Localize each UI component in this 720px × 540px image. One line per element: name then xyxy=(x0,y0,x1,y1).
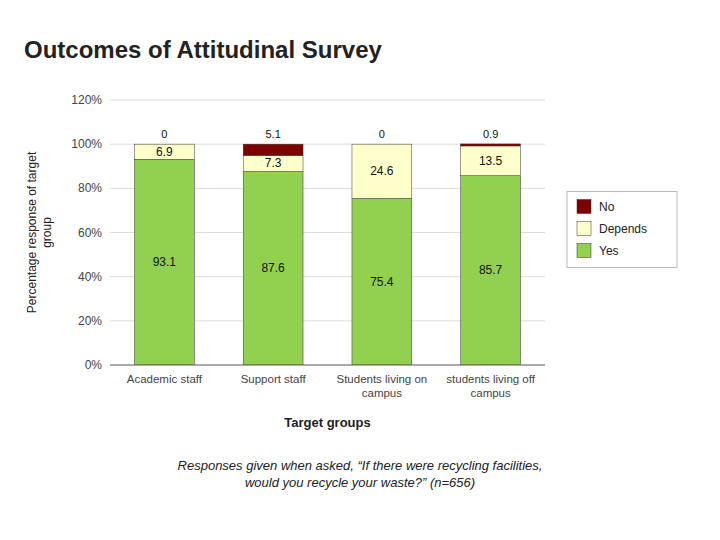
y-axis-label: Percentage response of targetgroup xyxy=(25,151,54,313)
data-label: 5.1 xyxy=(265,128,280,140)
x-tick-label: Students living on campus xyxy=(336,373,427,399)
text-line: Percentage response of target xyxy=(25,151,39,313)
text-line: campus xyxy=(362,387,403,399)
bar-segment xyxy=(134,159,194,365)
bar-segment xyxy=(461,146,521,176)
y-tick-label: 0% xyxy=(85,358,103,372)
y-tick-label: 60% xyxy=(78,226,102,240)
data-label: 24.6 xyxy=(370,164,394,178)
data-label: 0 xyxy=(161,128,167,140)
bar-segment xyxy=(352,198,412,365)
bar-segment xyxy=(352,144,412,198)
data-label: 85.7 xyxy=(479,263,503,277)
x-tick-label: Academic staff xyxy=(127,373,203,385)
bar-segment xyxy=(243,144,303,155)
bar-segment xyxy=(134,144,194,159)
text-line: group xyxy=(40,217,54,248)
text-line: Support staff xyxy=(241,373,307,385)
data-label: 7.3 xyxy=(265,156,282,170)
title: Outcomes of Attitudinal Survey xyxy=(24,36,382,63)
data-label: 13.5 xyxy=(479,154,503,168)
x-axis: Academic staff Support staff Students livi… xyxy=(127,373,536,399)
data-labels: 93.1 87.6 75.4 85.7 6.9 7.3 24.6 13.5 0 5.1 0 0.9 xyxy=(153,128,503,289)
grid-line xyxy=(110,100,545,101)
data-label: 0.9 xyxy=(483,128,498,140)
y-axis: 0% 20% 40% 60% 80% 100% 120% xyxy=(71,93,545,372)
x-tick-label: Support staff xyxy=(241,373,307,385)
data-label: 6.9 xyxy=(156,145,173,159)
data-label: 93.1 xyxy=(153,255,177,269)
legend: No Depends Yes xyxy=(567,192,677,268)
bar-segment xyxy=(243,155,303,171)
x-axis-label: Target groups xyxy=(284,415,370,430)
grid-line xyxy=(110,365,545,366)
x-tick-label: students living off campus xyxy=(446,373,535,399)
chart: Outcomes of Attitudinal Survey 0% 20% 40% 60… xyxy=(0,0,720,540)
y-tick-label: 40% xyxy=(78,270,102,284)
data-label: 87.6 xyxy=(261,261,285,275)
legend-frame xyxy=(567,192,677,268)
bar-segment xyxy=(243,172,303,365)
text-line: campus xyxy=(470,387,511,399)
legend-swatch xyxy=(577,244,591,258)
y-tick-label: 20% xyxy=(78,314,102,328)
data-label: 0 xyxy=(379,128,385,140)
text-line: students living off xyxy=(446,373,535,385)
bar-segment xyxy=(352,144,412,145)
text-line: would you recycle your waste?” (n=656) xyxy=(245,475,475,490)
legend-entry: Yes xyxy=(599,244,619,258)
text-line: Academic staff xyxy=(127,373,203,385)
text-line: Students living on xyxy=(336,373,427,385)
bars xyxy=(134,144,520,365)
text-line: Responses given when asked, “If there we… xyxy=(178,458,543,473)
y-tick-label: 120% xyxy=(71,93,102,107)
y-tick-label: 80% xyxy=(78,181,102,195)
legend-entry: No xyxy=(599,200,615,214)
data-label: 75.4 xyxy=(370,275,394,289)
bar-segment xyxy=(461,144,521,146)
bar-segment xyxy=(461,176,521,365)
subtitle: Responses given when asked, “If there we… xyxy=(178,458,543,490)
x-axis-line xyxy=(110,365,545,366)
legend-swatch xyxy=(577,200,591,214)
legend-entry: Depends xyxy=(599,222,647,236)
y-tick-label: 100% xyxy=(71,137,102,151)
legend-swatch xyxy=(577,222,591,236)
